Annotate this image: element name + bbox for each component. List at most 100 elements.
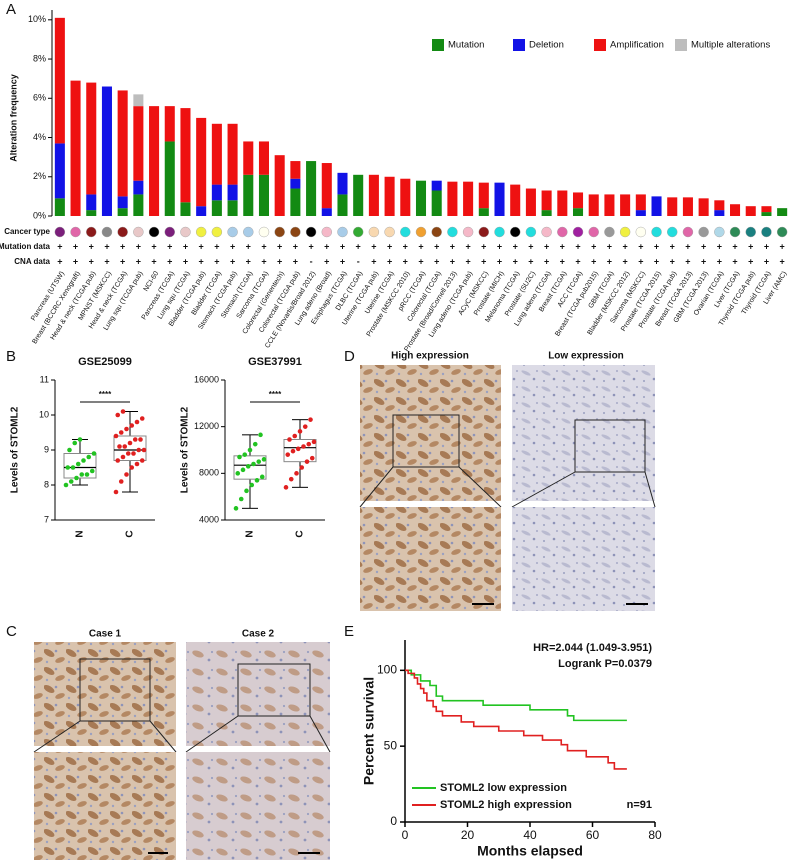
bar-segment bbox=[384, 176, 395, 216]
y-tick-label: 4000 bbox=[199, 514, 219, 524]
cancer-type-dot bbox=[352, 226, 364, 238]
bar-segment bbox=[714, 210, 725, 216]
data-point bbox=[283, 485, 289, 490]
cancer-type-dot bbox=[384, 226, 395, 238]
annotation: HR=2.044 (1.049-3.951) bbox=[533, 642, 652, 654]
mutation-flag: + bbox=[481, 241, 486, 251]
mutation-flag: + bbox=[528, 241, 533, 251]
bar-segment bbox=[133, 194, 144, 216]
legend-label: Mutation bbox=[448, 40, 484, 51]
bar-segment bbox=[211, 184, 222, 201]
cna-flag: + bbox=[387, 256, 392, 266]
data-point bbox=[132, 437, 138, 442]
mutation-flag: + bbox=[622, 241, 627, 251]
cna-flag: + bbox=[465, 256, 470, 266]
data-point bbox=[86, 454, 92, 460]
x-axis-label: Months elapsed bbox=[477, 843, 583, 859]
bar-segment bbox=[290, 188, 301, 216]
mutation-flag: + bbox=[308, 241, 313, 251]
mutation-flag: + bbox=[246, 241, 251, 251]
data-point bbox=[122, 444, 128, 449]
data-point bbox=[91, 451, 97, 456]
cna-flag: + bbox=[654, 256, 659, 266]
mutation-flag: + bbox=[104, 241, 109, 251]
data-point bbox=[238, 496, 244, 502]
data-point bbox=[294, 471, 299, 476]
mutation-flag: + bbox=[544, 241, 549, 251]
cna-flag: + bbox=[371, 256, 376, 266]
mutation-flag: + bbox=[560, 241, 565, 251]
x-tick-label: 80 bbox=[648, 828, 662, 842]
significance: **** bbox=[99, 390, 112, 399]
survival-curve bbox=[405, 669, 627, 722]
data-point bbox=[235, 471, 241, 476]
zoom-line bbox=[458, 466, 502, 508]
annotation: Logrank P=0.0379 bbox=[558, 658, 652, 670]
bar-segment bbox=[54, 17, 65, 144]
mutation-flag: + bbox=[450, 241, 455, 251]
y-tick-label: 8 bbox=[44, 479, 49, 489]
data-point bbox=[136, 447, 142, 453]
mutation-flag: + bbox=[638, 241, 643, 251]
x-tick-label: 40 bbox=[523, 828, 537, 842]
panel-label: A bbox=[6, 1, 16, 18]
cancer-type-dot bbox=[274, 226, 285, 238]
ihc-zoom bbox=[360, 507, 501, 611]
panel-label: C bbox=[6, 623, 17, 640]
cna-flag: + bbox=[481, 256, 486, 266]
data-point bbox=[129, 423, 135, 428]
y-tick-label: 2% bbox=[33, 171, 46, 181]
legend-swatch bbox=[513, 39, 525, 51]
data-point bbox=[306, 441, 312, 447]
y-tick-label: 100 bbox=[377, 663, 397, 677]
bar-segment bbox=[117, 90, 128, 197]
data-point bbox=[304, 459, 310, 464]
data-point bbox=[79, 472, 85, 477]
cancer-type-dot bbox=[494, 226, 505, 238]
bar-segment bbox=[415, 180, 427, 216]
bar-segment bbox=[227, 200, 238, 216]
mutation-flag: + bbox=[89, 241, 94, 251]
cancer-type-dot bbox=[70, 226, 81, 238]
mutation-flag: + bbox=[607, 241, 612, 251]
bar-segment bbox=[478, 182, 489, 209]
cna-flag: + bbox=[73, 256, 78, 266]
data-point bbox=[292, 433, 298, 439]
y-tick-label: 7 bbox=[44, 514, 49, 524]
zoom-box bbox=[79, 658, 151, 722]
data-point bbox=[68, 479, 74, 484]
y-tick-label: 10 bbox=[39, 409, 49, 419]
bar-segment bbox=[541, 210, 552, 216]
data-point bbox=[297, 429, 303, 434]
cancer-type-dot bbox=[510, 226, 521, 238]
cancer-type-dot bbox=[776, 226, 788, 238]
bar-segment bbox=[243, 174, 254, 216]
cancer-type-dot bbox=[714, 226, 725, 238]
data-point bbox=[245, 464, 251, 469]
histology-images-c bbox=[33, 642, 331, 860]
cancer-type-dot bbox=[431, 226, 442, 238]
cancer-type-dot bbox=[619, 226, 631, 238]
data-point bbox=[237, 454, 242, 460]
cancer-type-dot bbox=[164, 226, 175, 238]
cancer-type-dot bbox=[525, 226, 537, 238]
bar-segment bbox=[227, 184, 238, 201]
x-tick-label: N bbox=[75, 530, 86, 537]
data-point bbox=[299, 465, 305, 470]
x-tick-label: 20 bbox=[461, 828, 475, 842]
cancer-type-dot bbox=[227, 226, 238, 238]
bar-segment bbox=[133, 94, 144, 107]
cancer-type-dot bbox=[54, 226, 66, 238]
data-point bbox=[120, 409, 126, 414]
mutation-flag: + bbox=[293, 241, 298, 251]
ihc-image bbox=[512, 365, 655, 501]
mutation-flag: + bbox=[167, 241, 172, 251]
y-tick-label: 12000 bbox=[194, 421, 219, 431]
cna-flag: + bbox=[403, 256, 408, 266]
y-tick-label: 10% bbox=[28, 14, 46, 24]
mutation-flag: + bbox=[151, 241, 156, 251]
bar-segment bbox=[211, 200, 222, 216]
data-point bbox=[139, 416, 145, 421]
